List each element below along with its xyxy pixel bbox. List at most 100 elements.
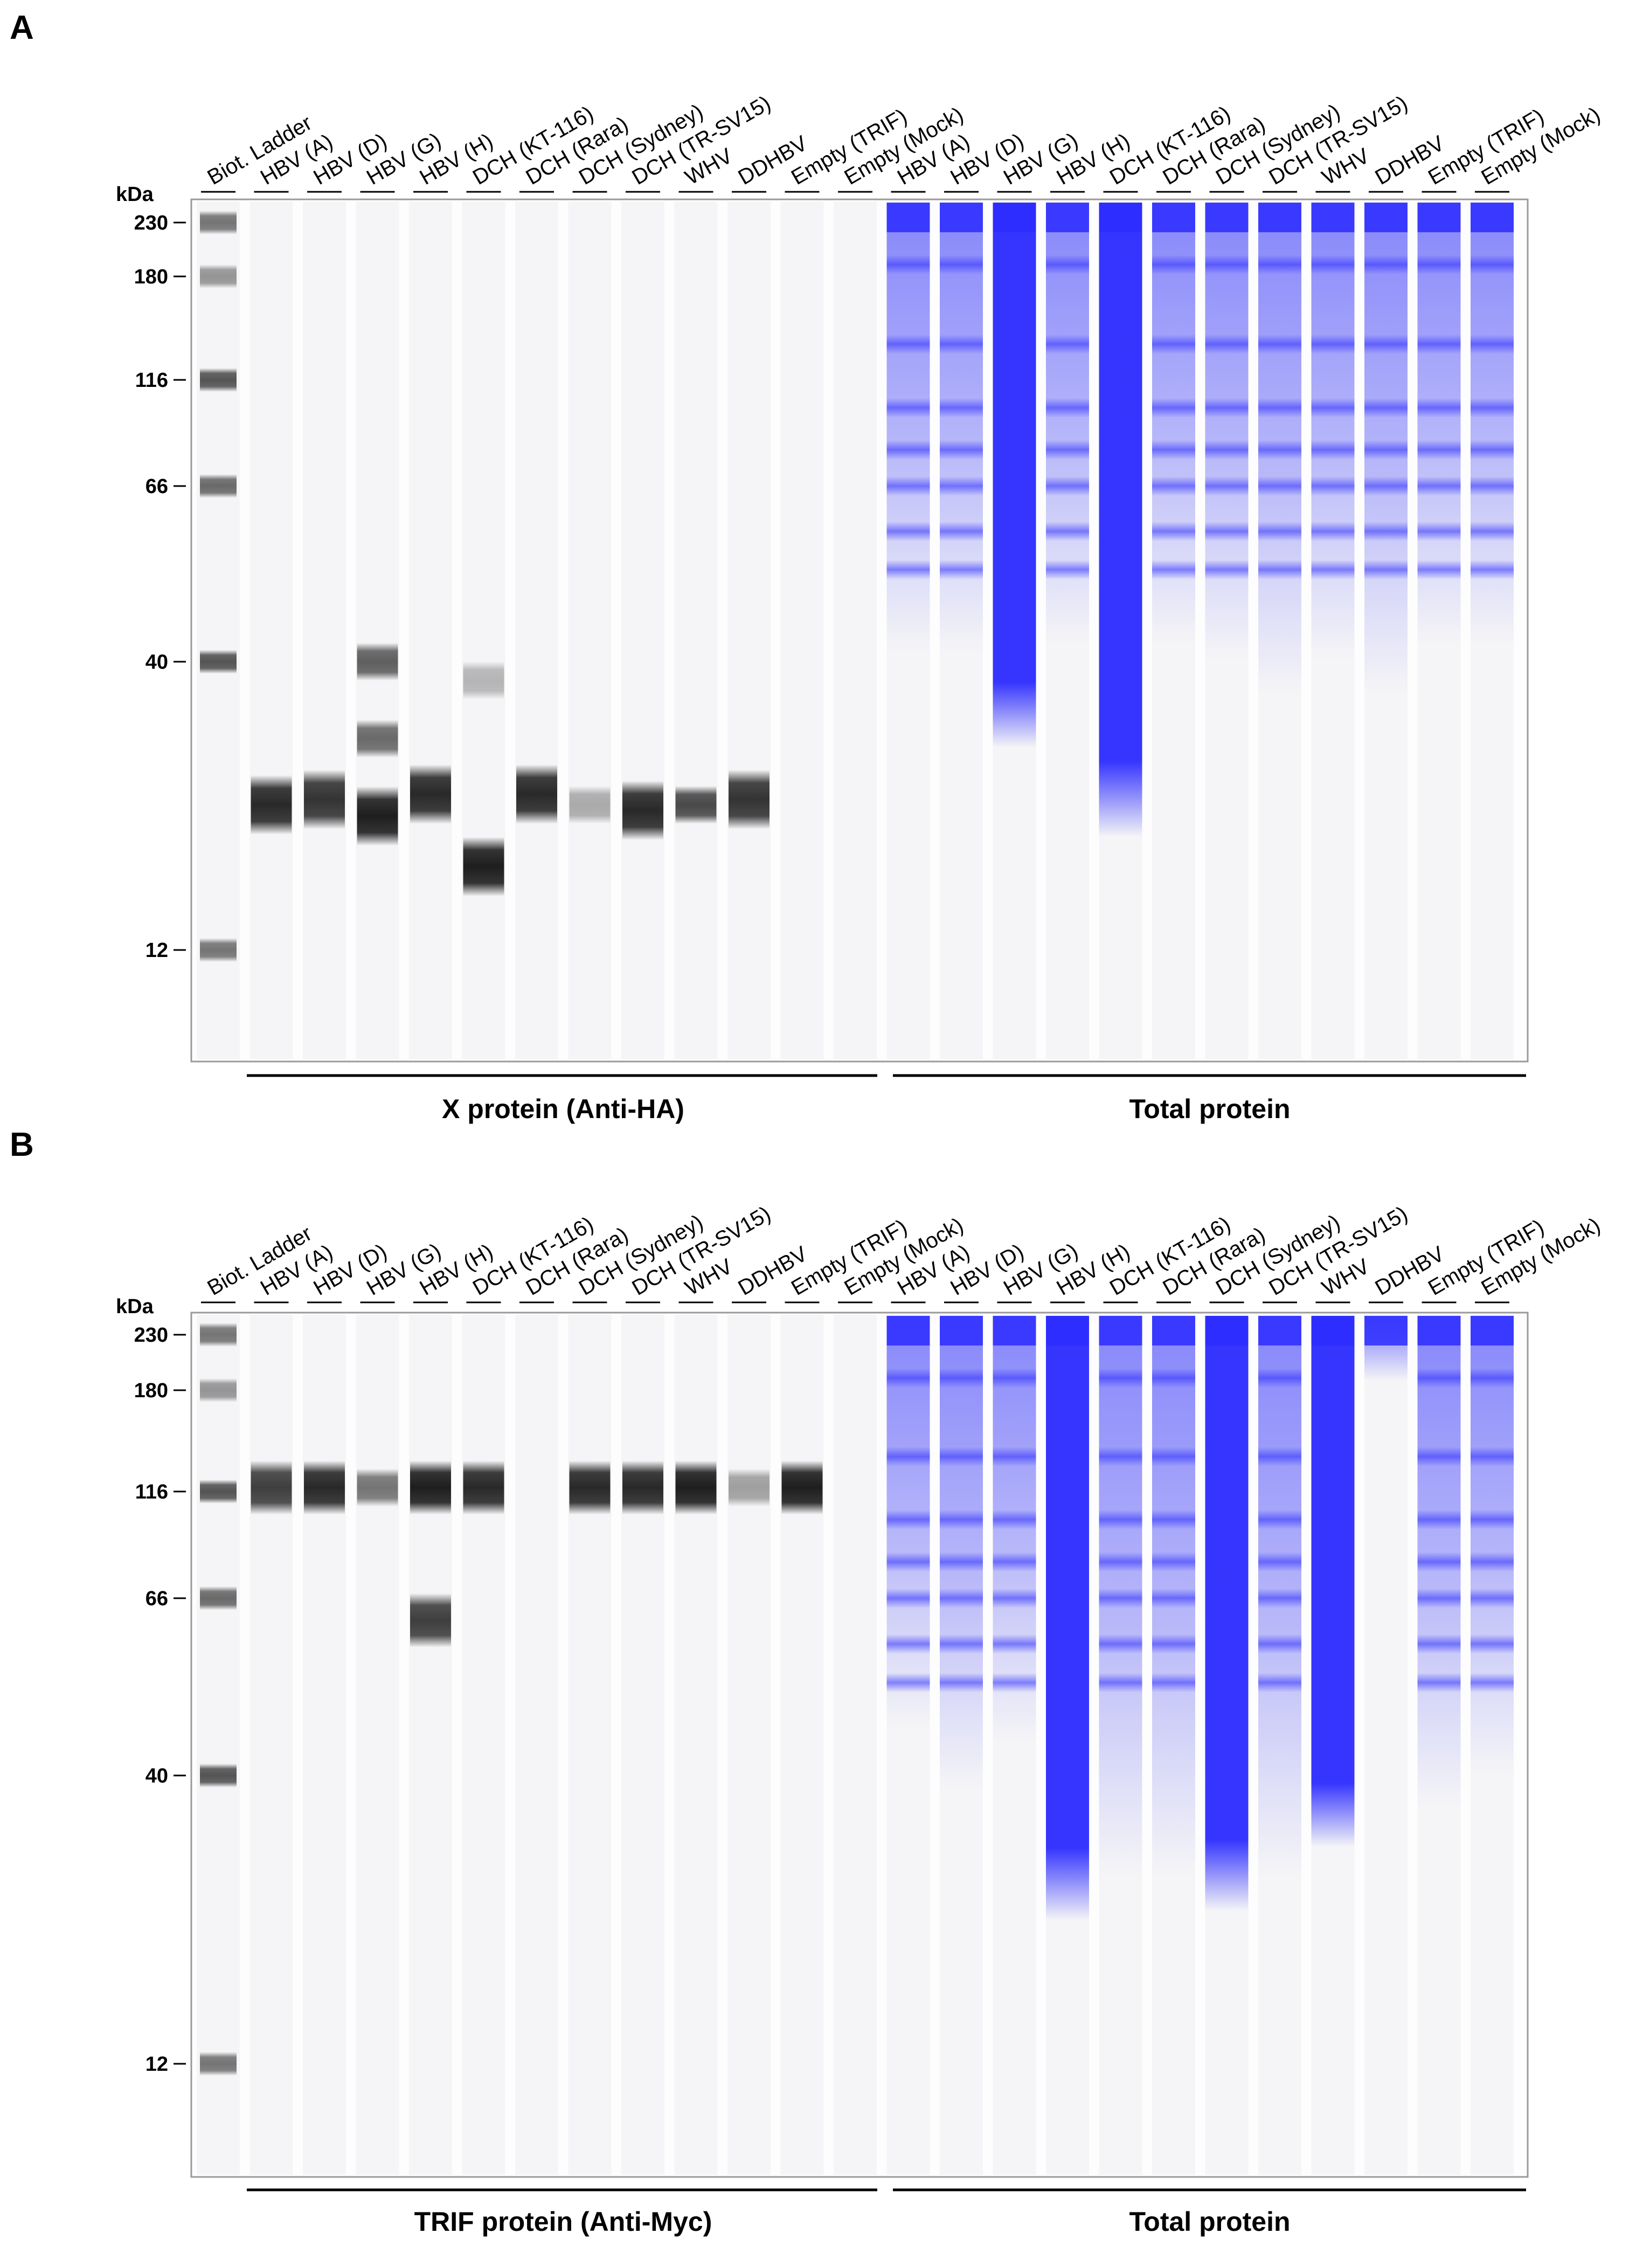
total-protein-band: [1152, 203, 1195, 232]
total-protein-band: [1152, 1634, 1195, 1654]
lane-background: [356, 202, 399, 1059]
kda-marker-label: 180: [134, 1379, 168, 1402]
lane-background: [834, 202, 877, 1059]
total-protein-band: [1311, 440, 1355, 460]
total-protein-band: [1046, 1316, 1089, 1345]
total-protein-band: [1046, 254, 1089, 274]
total-protein-band: [1471, 1510, 1514, 1530]
total-protein-band: [1471, 1316, 1514, 1345]
total-protein-band: [1205, 1316, 1249, 1345]
total-protein-band: [1152, 1589, 1195, 1608]
total-protein-band: [1417, 560, 1461, 580]
total-protein-band: [886, 522, 930, 542]
total-protein-band: [940, 1368, 983, 1388]
total-protein-band: [1099, 1634, 1142, 1654]
total-protein-band: [1311, 334, 1355, 354]
lane-background: [568, 1315, 612, 2175]
protein-band: [463, 661, 504, 699]
kda-marker-label: 230: [134, 212, 168, 234]
total-protein-lane: [1205, 1316, 1249, 1911]
total-protein-band: [886, 1368, 930, 1388]
total-protein-band: [993, 1368, 1036, 1388]
protein-band: [251, 775, 292, 835]
group-label: X protein (Anti-HA): [442, 1094, 684, 1124]
total-protein-band: [1046, 203, 1089, 232]
lane-background: [303, 1315, 346, 2175]
protein-band: [729, 769, 770, 829]
total-protein-band: [1205, 203, 1249, 232]
total-protein-band: [1258, 1634, 1301, 1654]
total-protein-lane: [1046, 1316, 1089, 1920]
total-protein-band: [1417, 1368, 1461, 1388]
lane-background: [780, 202, 824, 1059]
total-protein-band: [886, 1589, 930, 1608]
total-protein-band: [886, 254, 930, 274]
total-protein-band: [1258, 1316, 1301, 1345]
protein-band: [410, 1593, 451, 1648]
total-protein-band: [940, 1673, 983, 1693]
total-protein-band: [940, 440, 983, 460]
kda-marker-label: 116: [135, 369, 168, 392]
ladder-band: [200, 1378, 237, 1402]
panel-letter: B: [10, 1126, 34, 1163]
ladder-band: [200, 474, 237, 498]
lane-background: [409, 202, 452, 1059]
total-protein-band: [993, 1510, 1036, 1530]
kda-marker-label: 40: [145, 1765, 168, 1787]
total-protein-band: [1205, 334, 1249, 354]
total-protein-band: [1364, 560, 1408, 580]
total-protein-band: [1311, 476, 1355, 496]
ladder-band: [200, 938, 237, 962]
total-protein-band: [1152, 1316, 1195, 1345]
total-protein-band: [1311, 1316, 1355, 1345]
total-protein-band: [886, 440, 930, 460]
ladder-band: [200, 1323, 237, 1347]
total-protein-band: [993, 1634, 1036, 1654]
total-protein-band: [1046, 476, 1089, 496]
total-protein-band: [1471, 1634, 1514, 1654]
total-protein-band: [1364, 254, 1408, 274]
total-protein-band: [1364, 398, 1408, 418]
total-protein-band: [1364, 203, 1408, 232]
protein-band: [304, 1460, 345, 1515]
total-protein-band: [1205, 440, 1249, 460]
total-protein-band: [1205, 560, 1249, 580]
total-protein-band: [1258, 334, 1301, 354]
total-protein-band: [1152, 522, 1195, 542]
total-protein-band: [1471, 334, 1514, 354]
total-protein-band: [1152, 1447, 1195, 1467]
lane-background: [674, 202, 718, 1059]
lane-background: [834, 1315, 877, 2175]
total-protein-band: [1152, 1368, 1195, 1388]
total-protein-band: [1417, 334, 1461, 354]
total-protein-lane: [1205, 203, 1249, 661]
total-protein-band: [1258, 1447, 1301, 1467]
total-protein-band: [886, 398, 930, 418]
protein-band: [569, 786, 611, 824]
total-protein-band: [1471, 440, 1514, 460]
lane-background: [727, 202, 771, 1059]
ladder-band: [200, 265, 237, 288]
total-protein-band: [1311, 522, 1355, 542]
total-protein-band: [940, 1552, 983, 1572]
lane-background: [727, 1315, 771, 2175]
total-protein-band: [886, 476, 930, 496]
total-protein-band: [1099, 1589, 1142, 1608]
total-protein-band: [993, 1673, 1036, 1693]
total-protein-band: [1417, 476, 1461, 496]
protein-band: [410, 1460, 451, 1515]
total-protein-band: [1471, 560, 1514, 580]
protein-band: [675, 1460, 717, 1515]
total-protein-band: [1099, 1552, 1142, 1572]
kda-marker-label: 230: [134, 1324, 168, 1347]
kda-unit-label: kDa: [116, 1295, 154, 1318]
lane-background: [303, 202, 346, 1059]
total-protein-band: [1205, 522, 1249, 542]
ladder-band: [200, 1480, 237, 1503]
total-protein-band: [1099, 1447, 1142, 1467]
total-protein-lane: [1099, 203, 1142, 837]
total-protein-band: [940, 476, 983, 496]
total-protein-band: [886, 334, 930, 354]
total-protein-band: [886, 1510, 930, 1530]
total-protein-band: [886, 1673, 930, 1693]
